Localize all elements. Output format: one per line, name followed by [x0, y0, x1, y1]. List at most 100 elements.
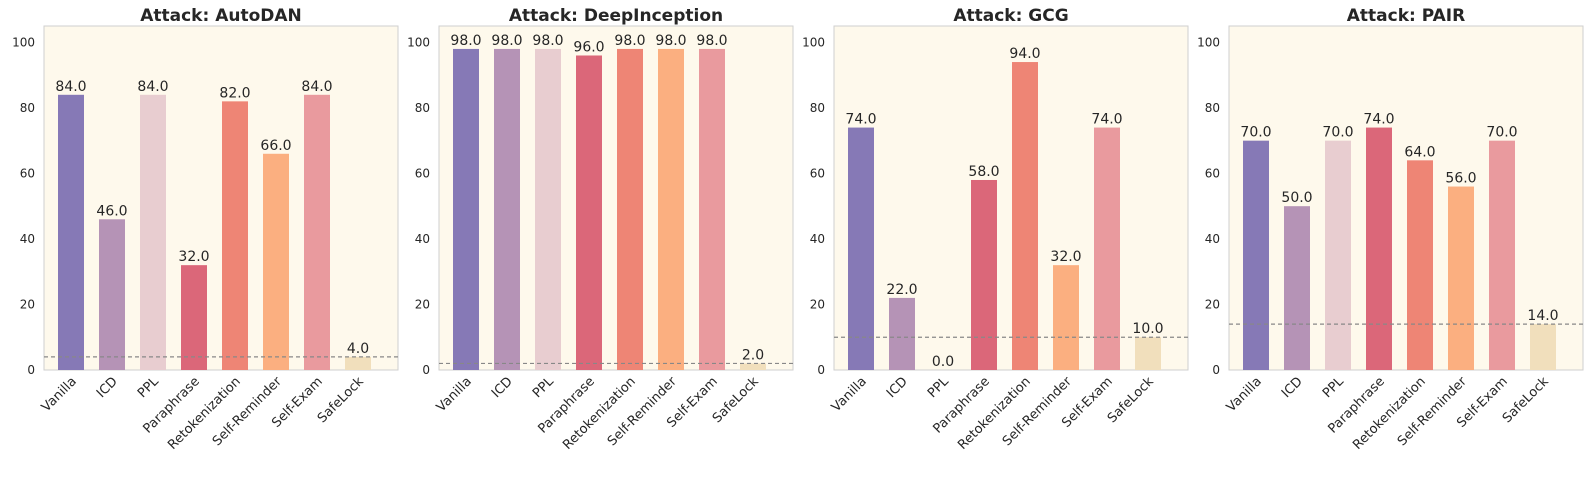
bar	[1448, 186, 1474, 370]
data-label: 98.0	[614, 33, 645, 49]
bar	[576, 55, 602, 370]
plot-area	[833, 25, 1189, 371]
bar	[181, 265, 207, 370]
y-tick-label: 100	[1197, 35, 1220, 49]
y-tick-label: 60	[1205, 166, 1220, 180]
y-tick-label: 40	[20, 232, 35, 246]
data-label: 70.0	[1240, 125, 1271, 141]
x-tick-label: PPL	[925, 374, 952, 401]
data-label: 4.0	[347, 341, 369, 357]
data-label: 2.0	[742, 347, 764, 363]
bar	[535, 48, 561, 370]
x-tick-label: Vanilla	[1224, 374, 1265, 415]
bar	[1094, 127, 1120, 370]
x-tick-label: Retokenization	[1350, 374, 1429, 453]
y-tick-label: 0	[422, 363, 430, 377]
bar	[304, 94, 330, 371]
bar	[1135, 337, 1161, 370]
data-label: 74.0	[1091, 112, 1122, 128]
y-tick-label: 20	[810, 297, 825, 311]
bar	[140, 94, 166, 371]
data-label: 0.0	[932, 354, 954, 370]
x-tick-label: PPL	[530, 374, 557, 401]
y-tick-label: 20	[20, 297, 35, 311]
y-tick-label: 100	[407, 35, 430, 49]
bar	[848, 127, 874, 370]
data-label: 98.0	[655, 33, 686, 49]
data-label: 98.0	[696, 33, 727, 49]
chart-title: Attack: DeepInception	[509, 6, 723, 26]
bar	[740, 363, 766, 370]
x-tick-label: ICD	[94, 374, 121, 401]
x-tick-label: PPL	[1320, 374, 1347, 401]
x-tick-label: ICD	[489, 374, 516, 401]
data-label: 70.0	[1486, 125, 1517, 141]
x-tick-label: Retokenization	[955, 374, 1034, 453]
data-label: 14.0	[1527, 308, 1558, 324]
y-tick-label: 0	[817, 363, 825, 377]
data-label: 32.0	[178, 249, 209, 265]
y-tick-label: 40	[1205, 232, 1220, 246]
plot-area	[438, 25, 794, 371]
data-label: 94.0	[1009, 46, 1040, 62]
x-tick-label: SafeLock	[1105, 374, 1157, 426]
bar	[699, 48, 725, 370]
data-label: 84.0	[55, 79, 86, 95]
bar	[889, 297, 915, 370]
y-tick-label: 0	[27, 363, 35, 377]
y-tick-label: 40	[415, 232, 430, 246]
x-tick-label: Vanilla	[434, 374, 475, 415]
x-tick-label: ICD	[884, 374, 911, 401]
data-label: 84.0	[301, 79, 332, 95]
data-label: 74.0	[1363, 112, 1394, 128]
x-tick-label: Vanilla	[39, 374, 80, 415]
data-label: 22.0	[886, 282, 917, 298]
bar	[1284, 206, 1310, 370]
bar	[222, 101, 248, 370]
bar	[1366, 127, 1392, 370]
data-label: 96.0	[573, 39, 604, 55]
x-tick-label: Retokenization	[165, 374, 244, 453]
data-label: 64.0	[1404, 144, 1435, 160]
y-tick-label: 100	[802, 35, 825, 49]
x-tick-label: Retokenization	[560, 374, 639, 453]
bar	[453, 48, 479, 370]
bar	[1053, 265, 1079, 370]
x-tick-label: PPL	[135, 374, 162, 401]
data-label: 82.0	[219, 85, 250, 101]
y-tick-label: 60	[20, 166, 35, 180]
x-tick-label: ICD	[1279, 374, 1306, 401]
x-tick-label: SafeLock	[315, 374, 367, 426]
x-tick-label: SafeLock	[1500, 374, 1552, 426]
data-label: 98.0	[532, 33, 563, 49]
x-tick-label: Vanilla	[829, 374, 870, 415]
bar	[1012, 62, 1038, 371]
bar	[1530, 324, 1556, 370]
bar	[617, 48, 643, 370]
bar	[58, 94, 84, 371]
bar	[263, 153, 289, 370]
y-tick-label: 100	[12, 35, 35, 49]
y-tick-label: 60	[415, 166, 430, 180]
bar	[494, 48, 520, 370]
x-tick-label: SafeLock	[710, 374, 762, 426]
data-label: 56.0	[1445, 171, 1476, 187]
y-tick-label: 80	[20, 101, 35, 115]
y-tick-label: 80	[810, 101, 825, 115]
chart-title: Attack: PAIR	[1347, 6, 1465, 26]
plot-area	[43, 25, 399, 371]
y-tick-label: 60	[810, 166, 825, 180]
data-label: 66.0	[260, 138, 291, 154]
y-tick-label: 80	[415, 101, 430, 115]
data-label: 74.0	[845, 112, 876, 128]
bar	[971, 179, 997, 370]
data-label: 70.0	[1322, 125, 1353, 141]
y-tick-label: 0	[1212, 363, 1220, 377]
bar	[1407, 160, 1433, 370]
data-label: 10.0	[1132, 321, 1163, 337]
bar	[345, 356, 371, 370]
data-label: 58.0	[968, 164, 999, 180]
bar	[658, 48, 684, 370]
data-label: 98.0	[450, 33, 481, 49]
